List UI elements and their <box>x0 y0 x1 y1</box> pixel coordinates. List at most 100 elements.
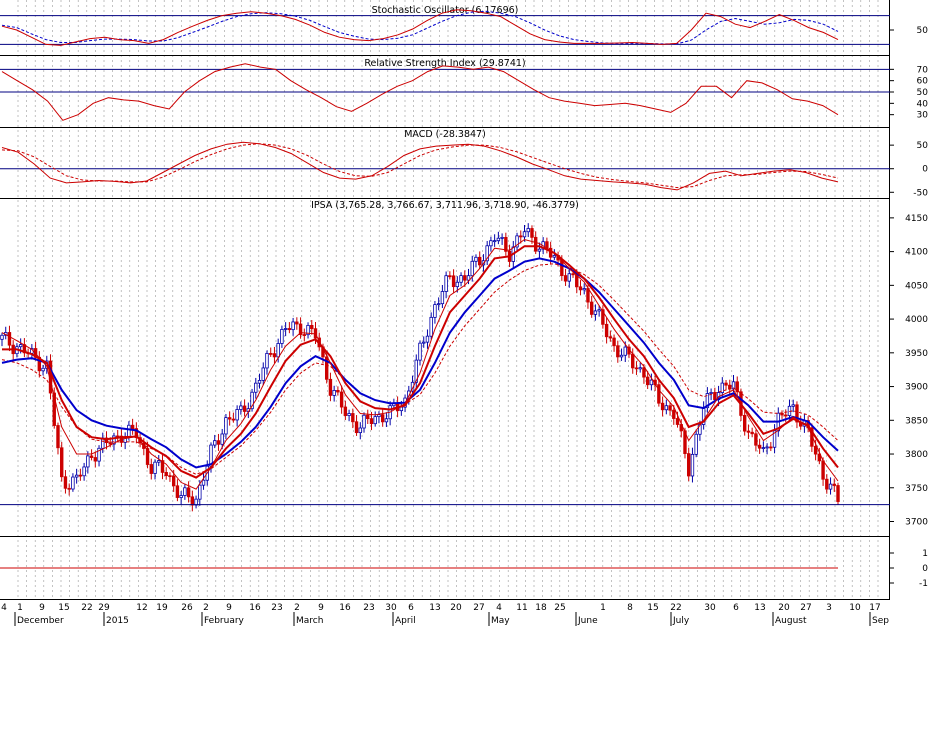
candle-body <box>746 430 751 433</box>
x-day-label: 16 <box>339 603 351 613</box>
x-day-label: 9 <box>39 603 45 613</box>
x-day-label: 9 <box>318 603 324 613</box>
candle-body <box>280 329 284 344</box>
candle-body <box>757 444 762 449</box>
candle-body <box>41 367 45 372</box>
candle-body <box>597 309 601 312</box>
candle-body <box>52 392 56 426</box>
macd-tick: 50 <box>917 141 929 151</box>
x-month-label: June <box>577 616 598 626</box>
candle-body <box>836 485 840 502</box>
candle-body <box>295 321 299 325</box>
macd-panel: MACD (-28.3847) 50 0 -50 <box>0 129 928 198</box>
candle-body <box>362 414 366 429</box>
candle-body <box>71 476 75 490</box>
x-day-label: 12 <box>136 603 147 613</box>
candle-body <box>186 487 191 498</box>
price-tick: 4000 <box>905 315 928 325</box>
candle-body <box>242 405 247 412</box>
price-tick: 3850 <box>905 416 928 426</box>
x-month-label: March <box>296 616 323 626</box>
x-day-label: 13 <box>429 603 440 613</box>
candle-body <box>813 445 818 455</box>
candle-body <box>56 425 60 449</box>
x-day-label: 15 <box>647 603 658 613</box>
candle-body <box>500 236 504 239</box>
candle-body <box>433 304 437 318</box>
candle-body <box>231 418 236 421</box>
candle-body <box>414 359 418 383</box>
x-day-label: 4 <box>496 603 502 613</box>
x-day-label: 15 <box>58 603 69 613</box>
candle-body <box>227 417 232 420</box>
candle-body <box>78 474 83 477</box>
candle-body <box>713 392 717 401</box>
candle-body <box>522 231 527 238</box>
candle-body <box>164 472 168 477</box>
price-tick: 3750 <box>905 484 928 494</box>
candle-body <box>306 325 310 336</box>
stochastic-k-line <box>1 9 839 46</box>
candle-body <box>466 275 471 281</box>
candle-body <box>108 442 112 445</box>
x-day-label: 3 <box>826 603 832 613</box>
x-day-label: 11 <box>516 603 527 613</box>
candle-body <box>638 367 642 370</box>
x-axis-day-labels: 4 1 9 15 22 29 12 19 26 2 9 16 23 2 9 16 23 30 6 13 20 27 4 11 1… <box>1 603 881 613</box>
candle-body <box>97 447 101 462</box>
candle-body <box>422 341 426 344</box>
candle-body <box>407 390 411 399</box>
candle-body <box>380 414 385 423</box>
candle-body <box>810 427 814 447</box>
candle-body <box>563 275 568 282</box>
price-tick: 3950 <box>905 349 928 359</box>
price-tick-labels: 4150 4100 4050 4000 3950 3900 3850 3800 3750 3700 <box>890 214 928 528</box>
candle-body <box>601 309 605 325</box>
candle-body <box>276 343 280 358</box>
rsi-line <box>1 63 839 121</box>
candle-body <box>198 484 202 500</box>
rsi-tick: 40 <box>917 99 929 109</box>
candle-body <box>589 301 594 315</box>
candle-body <box>492 240 497 243</box>
candle-body <box>0 334 4 340</box>
candle-body <box>444 275 448 292</box>
ema-mid-line <box>2 245 839 479</box>
x-day-label: 18 <box>535 603 547 613</box>
candle-body <box>436 303 441 306</box>
candle-body <box>821 460 825 480</box>
x-day-label: 22 <box>670 603 681 613</box>
candle-body <box>832 483 836 486</box>
price-tick: 4150 <box>905 214 928 224</box>
x-day-label: 16 <box>249 603 261 613</box>
x-day-label: 29 <box>98 603 110 613</box>
candle-body <box>272 353 277 358</box>
candle-body <box>470 260 474 277</box>
candle-body <box>578 286 583 291</box>
candle-body <box>455 281 460 288</box>
candle-body <box>425 335 430 343</box>
candle-body <box>254 382 258 393</box>
candle-body <box>265 353 269 369</box>
candle-body <box>104 437 109 444</box>
candle-body <box>145 448 150 465</box>
candle-body <box>332 390 336 396</box>
x-day-label: 25 <box>554 603 565 613</box>
price-panel: IPSA (3,765.28, 3,766.67, 3,711.96, 3,71… <box>0 200 928 528</box>
candle-body <box>537 248 542 252</box>
volume-tick-labels: 1 0 -1 <box>890 549 928 589</box>
candle-body <box>160 460 165 473</box>
candle-body <box>291 321 295 331</box>
x-day-label: 13 <box>754 603 765 613</box>
rsi-tick: 60 <box>917 77 929 87</box>
rsi-panel: Relative Strength Index (29.8741) 70 6050… <box>0 58 928 121</box>
candle-body <box>60 447 64 478</box>
rsi-tick: 70 <box>917 65 929 75</box>
candle-body <box>440 291 445 305</box>
candle-body <box>250 391 254 410</box>
candle-body <box>183 487 187 496</box>
candle-body <box>283 328 288 330</box>
candle-body <box>668 405 672 411</box>
candle-body <box>619 354 624 358</box>
